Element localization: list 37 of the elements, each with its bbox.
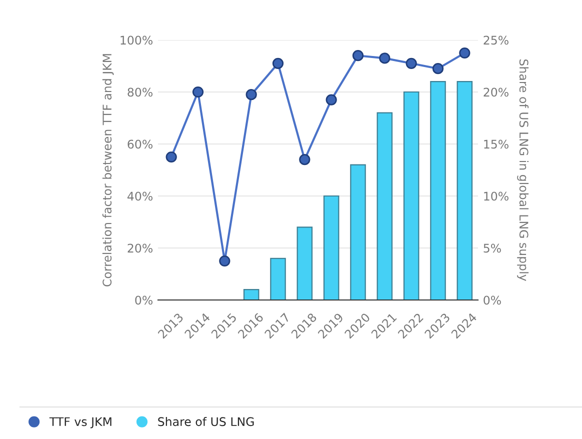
y-tick-label: 80%: [128, 88, 152, 97]
bar: [270, 258, 286, 300]
point: [299, 154, 310, 166]
y-tick-label: 40%: [127, 192, 152, 201]
y2-tick-label: 20%: [484, 88, 508, 97]
bar: [403, 91, 420, 300]
legend-label: TTF vs JKM: [49, 417, 112, 428]
bar: [323, 195, 340, 300]
point: [352, 50, 364, 62]
bar: [456, 81, 473, 300]
point: [192, 86, 204, 98]
y-tick-label: 100%: [120, 36, 152, 45]
y-tick-label: 60%: [128, 140, 152, 149]
point: [272, 58, 284, 69]
y-axis-title: Correlation factor between TTF and JKM: [102, 54, 114, 286]
y-tick-label: 20%: [128, 244, 152, 253]
y-tick-label: 0%: [135, 296, 152, 305]
point: [459, 47, 470, 59]
point: [379, 52, 390, 64]
y2-tick-label: 25%: [484, 36, 508, 45]
y2-axis-title: Share of US LNG in global LNG supply: [517, 59, 529, 281]
bar: [430, 81, 446, 300]
y2-tick-label: 5%: [484, 244, 501, 253]
legend-label: Share of US LNG: [158, 416, 254, 426]
y2-tick-label: 15%: [484, 140, 508, 149]
point: [432, 63, 444, 74]
point: [219, 255, 230, 267]
bar: [376, 112, 393, 300]
y2-tick-label: 10%: [484, 192, 508, 201]
point: [326, 94, 337, 106]
point: [406, 58, 417, 69]
bar: [350, 164, 366, 300]
point: [166, 151, 177, 163]
point: [246, 89, 257, 100]
bar: [296, 226, 313, 300]
bar: [243, 289, 260, 300]
y2-tick-label: 0%: [484, 296, 501, 305]
